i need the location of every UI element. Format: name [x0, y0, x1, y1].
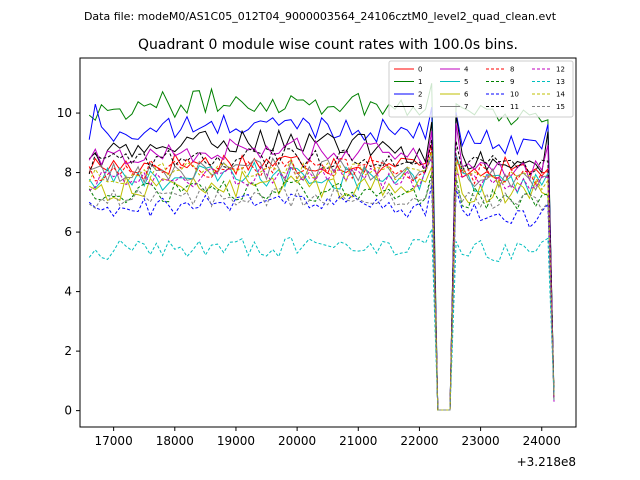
- y-tick-label: 8: [64, 166, 72, 180]
- x-tick-label: 24000: [523, 434, 561, 448]
- legend-label-14: 14: [556, 91, 565, 99]
- plot-frame: [79, 57, 577, 428]
- legend-label-9: 9: [510, 78, 514, 86]
- x-tick-label: 20000: [278, 434, 316, 448]
- legend-box: [388, 60, 574, 118]
- series-line-12: [88, 157, 555, 411]
- series-line-7: [89, 151, 555, 411]
- chart-title: Quadrant 0 module wise count rates with …: [138, 37, 518, 53]
- legend-label-8: 8: [510, 66, 514, 74]
- y-tick-label: 0: [64, 404, 72, 418]
- series-layer: [88, 83, 555, 411]
- series-line-10: [88, 184, 555, 411]
- legend-label-0: 0: [418, 66, 422, 74]
- legend-label-7: 7: [464, 103, 468, 111]
- series-line-15: [88, 178, 555, 411]
- series-line-13: [88, 228, 555, 411]
- series-line-2: [88, 103, 555, 411]
- x-offset-label: +3.218e8: [517, 455, 576, 469]
- series-line-0: [88, 144, 555, 411]
- legend-label-11: 11: [510, 103, 519, 111]
- legend-label-2: 2: [418, 91, 422, 99]
- y-tick-label: 10: [57, 106, 72, 120]
- x-tick-label: 18000: [156, 434, 194, 448]
- series-line-3: [88, 114, 555, 411]
- legend-label-13: 13: [556, 78, 565, 86]
- series-line-8: [88, 148, 555, 411]
- chart-suptitle: Data file: modeM0/AS1C05_012T04_90000035…: [84, 10, 557, 23]
- series-line-1: [88, 83, 555, 411]
- y-tick-label: 6: [64, 225, 72, 239]
- legend-label-5: 5: [464, 78, 468, 86]
- series-line-5: [88, 155, 555, 411]
- x-tick-label: 22000: [400, 434, 438, 448]
- series-line-4: [88, 123, 555, 411]
- legend-label-1: 1: [418, 78, 422, 86]
- series-line-14: [88, 151, 555, 411]
- legend-label-6: 6: [464, 91, 469, 99]
- legend-label-3: 3: [418, 103, 422, 111]
- legend-label-10: 10: [510, 91, 519, 99]
- y-tick-label: 4: [64, 285, 72, 299]
- x-tick-label: 21000: [339, 434, 377, 448]
- legend-label-12: 12: [556, 66, 565, 74]
- y-tick-label: 2: [64, 344, 72, 358]
- series-line-9: [88, 172, 555, 411]
- x-tick-label: 19000: [217, 434, 255, 448]
- legend-label-15: 15: [556, 103, 565, 111]
- legend-label-4: 4: [464, 66, 469, 74]
- axes-layer: 17000 18000 19000 20000 21000 22000 23000 24000…: [57, 106, 561, 448]
- x-tick-label: 17000: [95, 434, 133, 448]
- series-line-11: [88, 139, 555, 411]
- x-tick-label: 23000: [461, 434, 499, 448]
